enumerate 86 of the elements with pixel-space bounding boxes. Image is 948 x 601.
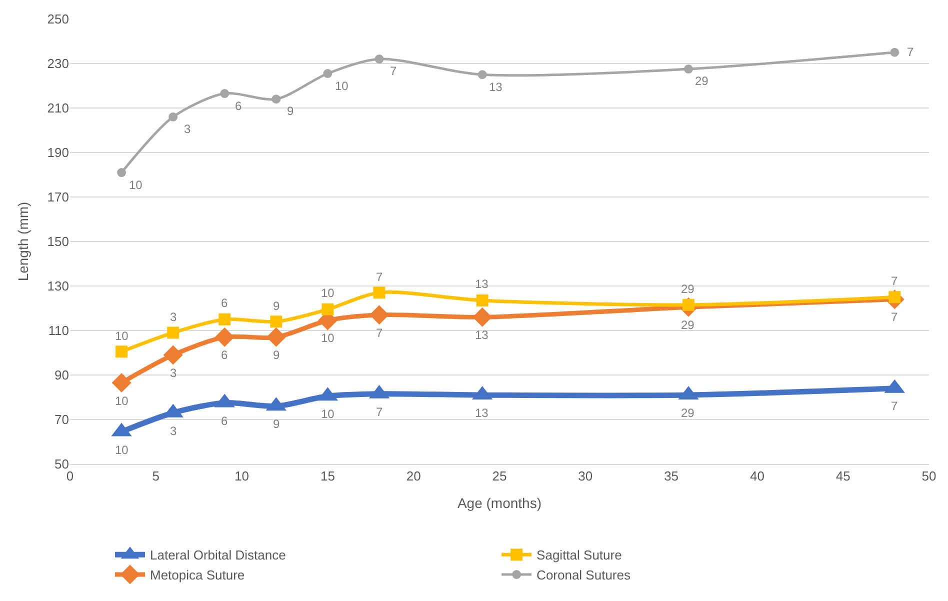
annotation: 7	[376, 405, 383, 419]
annotation: 7	[891, 274, 898, 288]
point	[369, 305, 389, 325]
y-tick-label: 150	[47, 234, 69, 250]
annotation: 29	[681, 318, 695, 332]
annotation: 7	[907, 45, 914, 59]
annotation: 7	[376, 270, 383, 284]
point	[472, 307, 492, 327]
annotation: 10	[321, 286, 335, 300]
point	[323, 69, 332, 78]
annotation: 9	[287, 104, 294, 118]
x-tick-label: 35	[664, 468, 679, 484]
annotation: 10	[335, 79, 349, 93]
legend-label: Metopica Suture	[150, 568, 245, 583]
annotation: 29	[681, 406, 695, 420]
annotation: 6	[221, 296, 228, 310]
point	[214, 327, 234, 347]
annotation: 3	[170, 424, 177, 438]
annotation: 10	[115, 329, 129, 343]
annotation: 3	[184, 122, 191, 136]
point	[266, 327, 286, 347]
annotation: 10	[321, 331, 335, 345]
annotation: 13	[475, 277, 489, 291]
x-tick-label: 50	[922, 468, 936, 484]
point	[167, 326, 180, 339]
point	[890, 48, 900, 57]
y-tick-label: 50	[54, 456, 69, 472]
point	[373, 286, 386, 299]
y-tick-label: 230	[47, 56, 69, 72]
y-tick-label: 70	[54, 412, 69, 428]
y-axis-title: Length (mm)	[14, 202, 31, 282]
annotation: 10	[115, 394, 129, 408]
annotation: 13	[475, 406, 489, 420]
point	[270, 316, 282, 328]
y-tick-label: 90	[54, 368, 69, 383]
x-tick-label: 25	[492, 468, 507, 484]
point	[476, 294, 488, 306]
x-axis-title: Age (months)	[457, 494, 542, 511]
point	[168, 112, 178, 122]
annotation: 6	[221, 414, 228, 428]
annotation: 10	[321, 407, 335, 421]
y-tick-label: 190	[47, 145, 69, 160]
x-tick-label: 0	[66, 468, 74, 484]
point	[374, 54, 384, 64]
annotation: 7	[891, 399, 898, 413]
legend-label: Coronal Sutures	[536, 568, 631, 583]
point	[163, 345, 183, 365]
point	[220, 89, 230, 98]
x-tick-label: 20	[406, 468, 421, 484]
x-tick-label: 30	[578, 468, 593, 484]
annotation: 3	[170, 310, 177, 324]
y-tick-label: 250	[47, 12, 69, 27]
y-tick-label: 210	[47, 100, 69, 116]
x-tick-label: 10	[234, 468, 250, 484]
annotation: 10	[129, 178, 143, 192]
annotation: 7	[390, 64, 397, 78]
x-tick-label: 45	[836, 468, 850, 484]
annotation: 9	[273, 299, 280, 313]
x-tick-label: 5	[152, 468, 160, 484]
annotation: 9	[273, 348, 280, 362]
point	[112, 373, 132, 393]
x-tick-label: 40	[750, 468, 764, 484]
point	[322, 303, 334, 316]
point	[218, 313, 231, 326]
point	[117, 168, 126, 178]
point	[116, 346, 128, 358]
annotation: 29	[695, 74, 709, 88]
annotation: 9	[273, 417, 280, 431]
y-tick-label: 110	[48, 323, 69, 338]
annotation: 13	[475, 328, 489, 342]
point	[684, 64, 693, 74]
annotation: 6	[235, 99, 242, 113]
annotation: 7	[376, 326, 383, 340]
legend-label: Sagittal Suture	[536, 548, 622, 563]
annotation: 29	[681, 282, 695, 296]
y-tick-label: 170	[47, 190, 69, 205]
point	[272, 94, 281, 104]
y-tick-label: 130	[47, 278, 69, 294]
point	[478, 70, 487, 80]
annotation: 10	[115, 443, 129, 457]
legend-label: Lateral Orbital Distance	[150, 548, 286, 563]
annotation: 13	[489, 80, 503, 94]
x-tick-label: 15	[320, 468, 335, 484]
annotation: 6	[221, 348, 228, 362]
annotation: 7	[891, 310, 898, 324]
annotation: 3	[170, 366, 177, 380]
